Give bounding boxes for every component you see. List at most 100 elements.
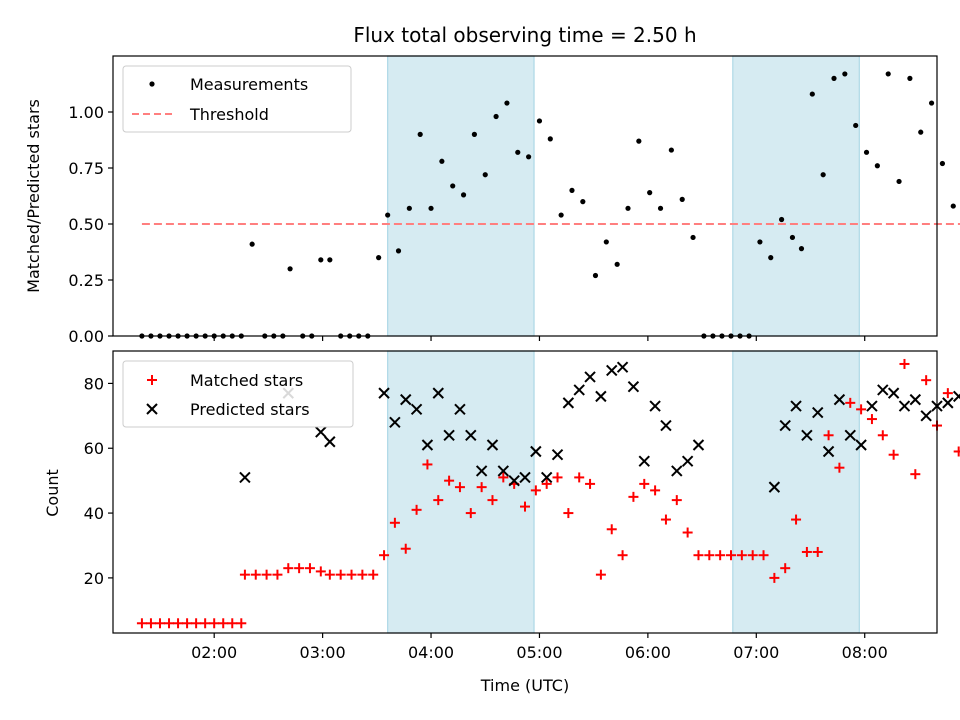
measurement-point bbox=[636, 138, 642, 144]
matched-star-point bbox=[953, 446, 960, 457]
measurement-point bbox=[789, 234, 796, 241]
matched-star-point bbox=[617, 550, 628, 561]
matched-star-point bbox=[791, 514, 802, 525]
measurement-point bbox=[896, 178, 902, 185]
matched-star-point bbox=[877, 430, 888, 441]
measurement-point bbox=[318, 257, 324, 263]
legend-measurements-label: Measurements bbox=[190, 75, 308, 94]
measurement-point bbox=[450, 183, 456, 189]
matched-star-points bbox=[136, 358, 960, 629]
matched-star-point bbox=[552, 472, 563, 483]
predicted-star-point bbox=[486, 439, 499, 451]
predicted-star-b bbox=[540, 471, 553, 484]
predicted-star-b bbox=[584, 371, 596, 383]
matched-star-point bbox=[812, 546, 823, 557]
predicted-star-point bbox=[378, 387, 390, 399]
predicted-star-point bbox=[454, 403, 466, 416]
predicted-star-point bbox=[920, 410, 932, 422]
measurement-point bbox=[547, 136, 553, 142]
bottom-y-axis-label: Count bbox=[43, 469, 62, 517]
measurement-point bbox=[471, 131, 478, 137]
predicted-star-b bbox=[606, 364, 618, 377]
measurement-point bbox=[515, 149, 521, 155]
predicted-star-point bbox=[432, 387, 444, 399]
x-tick-label: 03:00 bbox=[300, 643, 346, 662]
matched-star-point bbox=[682, 527, 693, 538]
matched-star-point bbox=[324, 569, 335, 580]
predicted-star-point bbox=[508, 474, 520, 487]
predicted-star-point bbox=[855, 439, 867, 451]
matched-star-point bbox=[693, 550, 704, 561]
legend-threshold-label: Threshold bbox=[189, 105, 269, 124]
top-axes-frame bbox=[112, 55, 938, 337]
matched-star-point bbox=[888, 449, 899, 460]
x-tick-label: 08:00 bbox=[842, 643, 888, 662]
predicted-star-b bbox=[855, 439, 867, 451]
predicted-star-point bbox=[681, 455, 694, 467]
matched-star-point bbox=[200, 618, 211, 629]
matched-star-point bbox=[454, 482, 465, 493]
bottom-legend-box bbox=[122, 360, 354, 428]
matched-star-point bbox=[227, 618, 238, 629]
matched-star-point bbox=[261, 569, 272, 580]
matched-star-point bbox=[823, 430, 834, 441]
measurement-point bbox=[569, 187, 575, 193]
chart-title: Flux total observing time = 2.50 h bbox=[353, 23, 696, 47]
predicted-star-b bbox=[595, 390, 607, 403]
legend-matched-marker bbox=[147, 375, 157, 385]
matched-star-point bbox=[145, 618, 156, 629]
matched-star-point bbox=[433, 495, 444, 506]
predicted-star-point bbox=[952, 390, 960, 403]
predicted-star-b bbox=[681, 455, 694, 467]
measurement-point bbox=[768, 255, 774, 261]
measurement-point bbox=[493, 113, 499, 120]
predicted-star-b bbox=[920, 410, 932, 422]
matched-star-point bbox=[335, 569, 346, 580]
predicted-star-point bbox=[606, 364, 618, 377]
predicted-star-b bbox=[942, 397, 954, 409]
shaded-region bbox=[732, 350, 860, 634]
matched-star-point bbox=[866, 414, 877, 425]
matched-star-point bbox=[389, 517, 400, 528]
top-y-axis-label: Matched/Predicted stars bbox=[24, 99, 43, 293]
predicted-star-point bbox=[822, 445, 835, 458]
matched-star-point bbox=[639, 478, 650, 489]
predicted-star-point bbox=[562, 397, 575, 409]
x-tick-label: 02:00 bbox=[191, 643, 237, 662]
measurement-point bbox=[287, 266, 293, 272]
predicted-star-point bbox=[584, 371, 596, 383]
matched-star-point bbox=[899, 358, 910, 369]
predicted-star-b bbox=[454, 403, 466, 416]
measurement-point bbox=[679, 196, 685, 202]
measurement-point bbox=[918, 129, 924, 135]
measurement-point bbox=[885, 71, 891, 77]
bottom-x-ticks: 02:00 03:00 04:00 05:00 06:00 07:00 08:00 bbox=[191, 633, 888, 662]
measurement-point bbox=[482, 172, 488, 178]
matched-star-point bbox=[357, 569, 368, 580]
shaded-region bbox=[387, 55, 535, 337]
predicted-star-b bbox=[627, 380, 640, 393]
matched-star-point bbox=[498, 472, 509, 483]
y-tick-label: 0.00 bbox=[68, 327, 104, 346]
predicted-star-point bbox=[887, 387, 900, 399]
y-tick-label: 20 bbox=[84, 569, 104, 588]
matched-star-point bbox=[236, 618, 247, 629]
measurement-point bbox=[647, 190, 653, 196]
matched-star-point bbox=[272, 569, 283, 580]
matched-star-point bbox=[595, 569, 606, 580]
measurement-point bbox=[842, 71, 848, 77]
predicted-star-b bbox=[822, 445, 835, 458]
top-legend: Measurements Threshold bbox=[122, 65, 352, 133]
predicted-star-point bbox=[649, 400, 661, 412]
predicted-star-b bbox=[909, 393, 922, 406]
predicted-star-b bbox=[812, 406, 824, 419]
matched-star-point bbox=[628, 491, 639, 502]
matched-star-point bbox=[747, 550, 758, 561]
predicted-star-b bbox=[866, 400, 878, 412]
predicted-star-b bbox=[443, 429, 455, 441]
matched-star-point bbox=[574, 472, 585, 483]
predicted-star-point bbox=[389, 416, 401, 429]
predicted-star-b bbox=[475, 465, 488, 477]
bottom-axes-frame bbox=[112, 350, 938, 634]
